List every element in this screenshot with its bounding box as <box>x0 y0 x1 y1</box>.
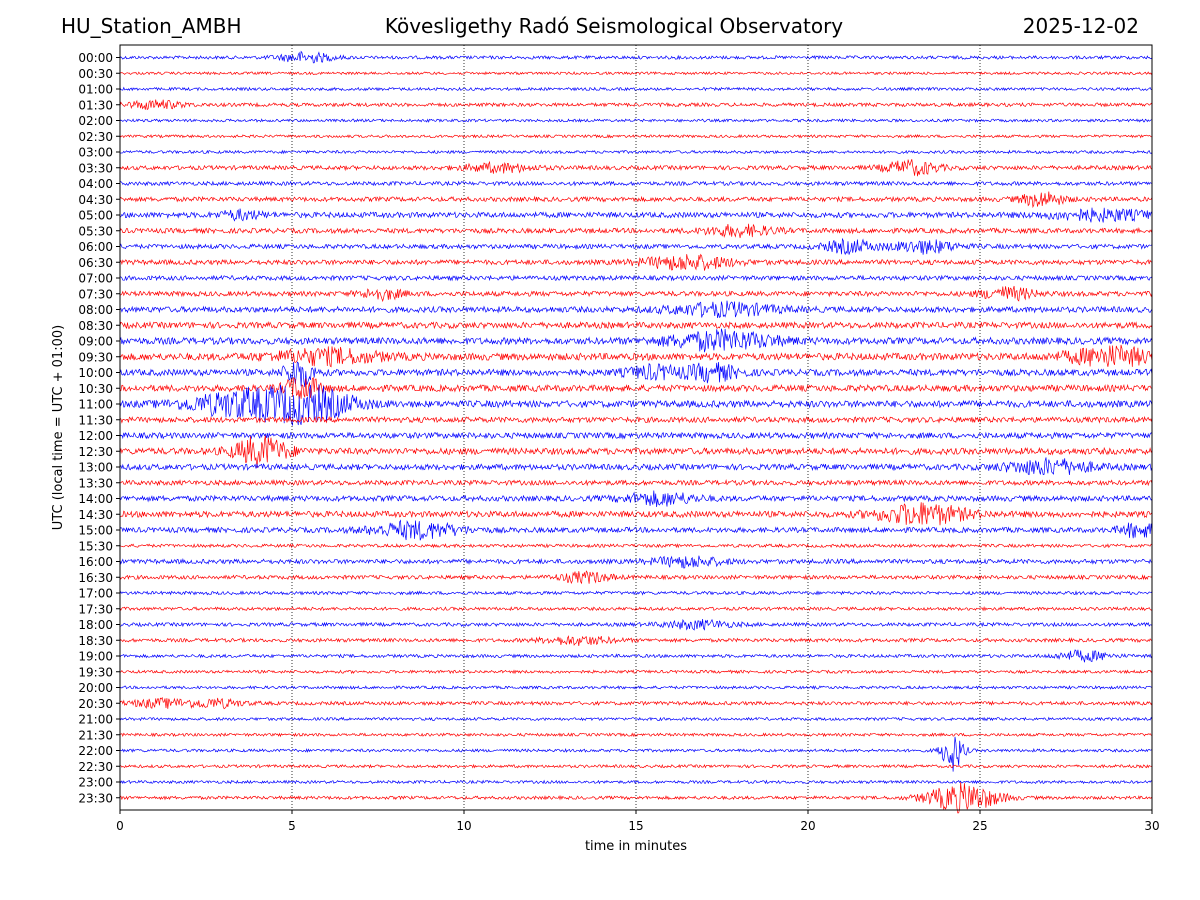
y-tick-label: 11:30 <box>78 413 113 427</box>
y-tick-label: 05:30 <box>78 224 113 238</box>
chart-title: Kövesligethy Radó Seismological Observat… <box>384 14 844 38</box>
y-tick-label: 13:00 <box>78 461 113 475</box>
trace-row-1930 <box>119 669 1153 675</box>
y-tick-label: 01:00 <box>78 83 113 97</box>
y-tick-label: 18:30 <box>78 634 113 648</box>
y-tick-label: 14:30 <box>78 508 113 522</box>
y-tick-label: 15:30 <box>78 539 113 553</box>
x-tick-label: 10 <box>456 819 471 833</box>
y-tick-label: 06:00 <box>78 240 113 254</box>
y-tick-label: 12:30 <box>78 445 113 459</box>
station-name: HU_Station_AMBH <box>61 14 242 38</box>
y-tick-label: 00:30 <box>78 67 113 81</box>
y-tick-label: 02:30 <box>78 130 113 144</box>
y-tick-label: 09:30 <box>78 350 113 364</box>
trace-row-1000 <box>119 361 1153 388</box>
x-tick-label: 20 <box>800 819 815 833</box>
y-tick-label: 20:00 <box>78 681 113 695</box>
y-tick-label: 08:30 <box>78 319 113 333</box>
y-tick-label: 05:00 <box>78 209 113 223</box>
x-tick-label: 30 <box>1144 819 1159 833</box>
y-tick-label: 18:00 <box>78 618 113 632</box>
y-tick-label: 19:30 <box>78 665 113 679</box>
y-tick-label: 19:00 <box>78 650 113 664</box>
trace-row-1300 <box>119 457 1153 476</box>
y-tick-label: 07:30 <box>78 287 113 301</box>
y-tick-label: 11:00 <box>78 398 113 412</box>
y-tick-label: 17:00 <box>78 587 113 601</box>
trace-row-2300 <box>119 779 1153 785</box>
grid-layer <box>291 45 981 810</box>
y-axis-label: UTC (local time = UTC + 01:00) <box>51 325 66 530</box>
x-tick-label: 0 <box>116 819 124 833</box>
x-tick-label: 25 <box>972 819 987 833</box>
y-tick-label: 10:00 <box>78 366 113 380</box>
trace-row-0500 <box>119 207 1153 223</box>
trace-row-0200 <box>119 118 1152 123</box>
trace-row-1830 <box>119 635 1153 646</box>
x-axis-label: time in minutes <box>585 839 687 854</box>
y-tick-label: 12:00 <box>78 429 113 443</box>
y-tick-label: 14:00 <box>78 492 113 506</box>
y-tick-label: 23:00 <box>78 776 113 790</box>
trace-row-0530 <box>119 223 1153 239</box>
y-tick-label: 10:30 <box>78 382 113 396</box>
trace-row-1330 <box>119 479 1153 487</box>
y-tick-label: 15:00 <box>78 524 113 538</box>
trace-row-0630 <box>119 253 1153 271</box>
y-tick-label: 06:30 <box>78 256 113 270</box>
y-tick-label: 13:30 <box>78 476 113 490</box>
trace-row-1700 <box>119 590 1153 596</box>
y-tick-label: 23:30 <box>78 791 113 805</box>
trace-row-0430 <box>119 191 1153 209</box>
trace-row-0330 <box>119 159 1153 177</box>
trace-row-0600 <box>119 237 1153 256</box>
trace-row-0030 <box>119 71 1153 76</box>
y-tick-label: 03:00 <box>78 146 113 160</box>
y-tick-label: 21:30 <box>78 728 113 742</box>
x-axis: 0 5 10 15 20 25 30 <box>116 810 1160 833</box>
trace-row-0300 <box>119 149 1153 155</box>
y-tick-label: 09:00 <box>78 335 113 349</box>
trace-row-1030 <box>119 376 1153 400</box>
y-tick-label: 22:00 <box>78 744 113 758</box>
trace-row-0930 <box>119 344 1153 368</box>
y-tick-label: 08:00 <box>78 303 113 317</box>
chart-date: 2025-12-02 <box>1022 14 1139 38</box>
y-tick-label: 21:00 <box>78 713 113 727</box>
y-tick-label: 16:00 <box>78 555 113 569</box>
trace-row-0900 <box>119 328 1153 353</box>
y-tick-label: 16:30 <box>78 571 113 585</box>
trace-row-1230 <box>119 435 1153 468</box>
y-tick-label: 00:00 <box>78 51 113 65</box>
trace-row-1900 <box>119 649 1153 663</box>
y-tick-label: 04:00 <box>78 177 113 191</box>
y-tick-label: 02:00 <box>78 114 113 128</box>
trace-row-1400 <box>119 490 1153 508</box>
trace-row-1730 <box>119 606 1153 612</box>
y-tick-label: 01:30 <box>78 98 113 112</box>
y-tick-label: 20:30 <box>78 697 113 711</box>
trace-row-0230 <box>119 134 1153 139</box>
trace-row-0800 <box>119 300 1153 319</box>
x-tick-label: 5 <box>288 819 296 833</box>
x-tick-label: 15 <box>628 819 643 833</box>
y-tick-label: 07:00 <box>78 272 113 286</box>
trace-row-1630 <box>119 570 1153 585</box>
trace-row-2100 <box>119 716 1153 722</box>
y-tick-label: 17:30 <box>78 602 113 616</box>
trace-row-0100 <box>119 86 1152 92</box>
y-tick-label: 04:30 <box>78 193 113 207</box>
y-tick-label: 22:30 <box>78 760 113 774</box>
y-tick-label: 03:30 <box>78 161 113 175</box>
